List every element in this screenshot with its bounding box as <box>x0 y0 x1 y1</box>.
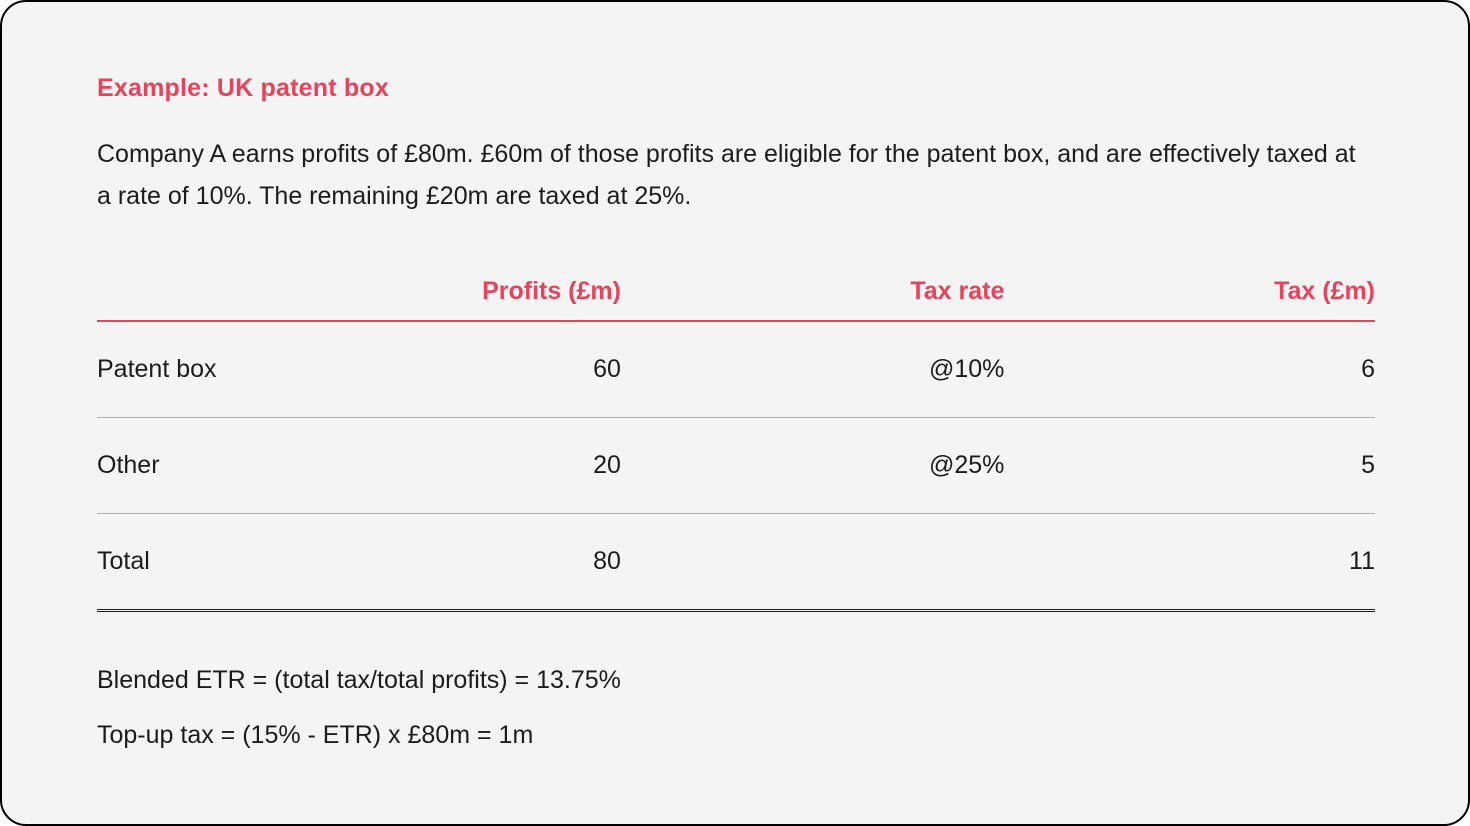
cell-tax: 5 <box>1004 417 1375 514</box>
cell-profits: 80 <box>378 513 621 612</box>
cell-tax-rate <box>620 513 1005 612</box>
cell-profits: 60 <box>378 321 621 418</box>
intro-paragraph: Company A earns profits of £80m. £60m of… <box>97 140 1356 210</box>
example-title: Example: UK patent box <box>97 74 389 102</box>
table-row-other: Other 20 @25% 5 <box>97 417 1375 514</box>
cell-row-label: Total <box>97 513 379 612</box>
cell-row-label: Other <box>97 417 379 514</box>
top-up-tax-formula: Top-up tax = (15% - ETR) x £80m = 1m <box>97 721 534 749</box>
cell-tax: 6 <box>1004 321 1375 418</box>
table-row-patent-box: Patent box 60 @10% 6 <box>97 321 1375 418</box>
cell-row-label: Patent box <box>97 321 379 418</box>
cell-tax: 11 <box>1004 513 1375 612</box>
tax-table: Profits (£m) Tax rate Tax (£m) Patent bo… <box>97 257 1375 612</box>
card-content: Example: UK patent box Company A earns p… <box>2 2 1468 750</box>
col-header-tax: Tax (£m) <box>1004 257 1375 322</box>
col-header-profits: Profits (£m) <box>378 257 621 322</box>
cell-tax-rate: @25% <box>620 417 1005 514</box>
blended-etr-formula: Blended ETR = (total tax/total profits) … <box>97 666 621 694</box>
cell-tax-rate: @10% <box>620 321 1005 418</box>
table-header-row: Profits (£m) Tax rate Tax (£m) <box>97 257 1375 322</box>
col-header-tax-rate: Tax rate <box>620 257 1005 322</box>
cell-profits: 20 <box>378 417 621 514</box>
table-row-total: Total 80 11 <box>97 513 1375 612</box>
col-header-item <box>97 257 379 322</box>
